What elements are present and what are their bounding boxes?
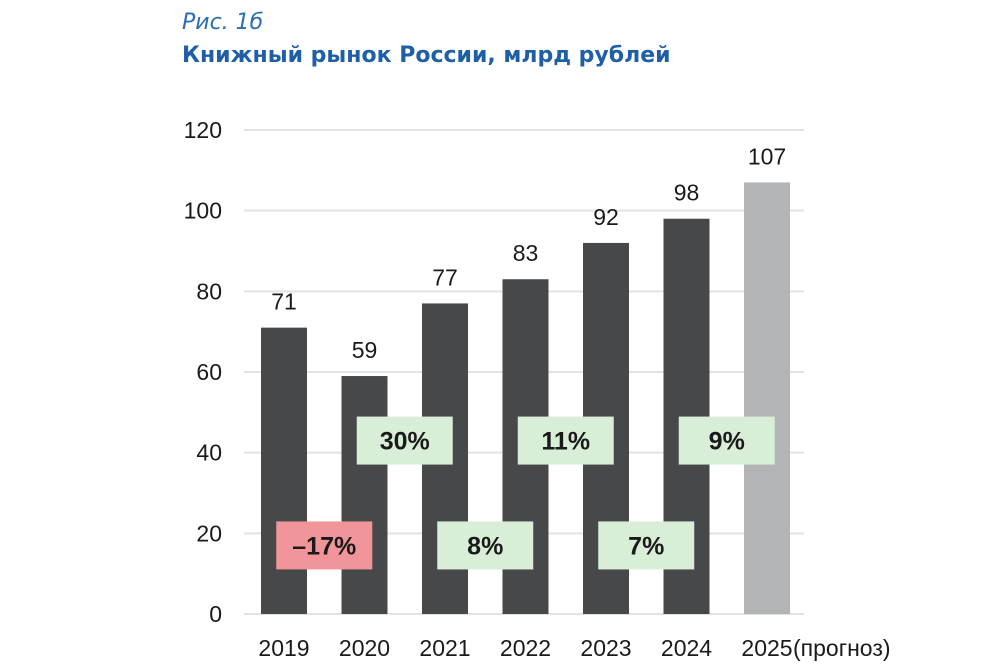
growth-annotation: 7% [598, 521, 695, 570]
growth-box [437, 521, 534, 570]
growth-label: 8% [467, 532, 503, 560]
growth-annotation: 30% [356, 416, 453, 465]
growth-annotation: 11% [517, 416, 614, 465]
growth-label: 30% [380, 428, 430, 456]
y-tick-label: 120 [184, 117, 222, 143]
y-tick-label: 20 [196, 520, 222, 546]
value-label-2025: 107 [748, 143, 786, 169]
x-tick-label-2023: 2023 [580, 635, 631, 661]
x-tick-label-2021: 2021 [419, 635, 470, 661]
y-tick-label: 100 [184, 198, 222, 224]
growth-annotation: 9% [678, 416, 775, 465]
growth-box [517, 416, 614, 465]
growth-label: 9% [709, 428, 745, 456]
growth-box [276, 521, 373, 570]
x-tick-label-2019: 2019 [258, 635, 309, 661]
value-label-2022: 83 [513, 240, 539, 266]
y-tick-label: 0 [209, 601, 222, 627]
x-tick-label-2020: 2020 [339, 635, 390, 661]
value-label-2021: 77 [432, 264, 458, 290]
value-labels: 71 59 77 83 92 98 107 [271, 143, 786, 363]
value-label-2019: 71 [271, 289, 297, 315]
growth-box [678, 416, 775, 465]
x-tick-label-2025: 2025 [741, 635, 792, 661]
value-label-2023: 92 [593, 204, 619, 230]
bar-2020 [341, 376, 388, 614]
growth-label: 11% [541, 428, 590, 456]
x-tick-label-2024: 2024 [661, 635, 712, 661]
bar-2019 [261, 327, 307, 614]
growth-box [598, 521, 695, 570]
x-axis-ticks: 2019 2020 2021 2022 2023 2024 2025 (прогноз) [258, 635, 890, 661]
y-tick-label: 60 [196, 359, 222, 385]
figure-label: Рис. 1б [182, 10, 264, 35]
growth-annotations: –17% 30% 8% 11% 7% 9% [276, 416, 775, 570]
bar-2025 [744, 182, 790, 614]
y-tick-label: 40 [196, 440, 222, 466]
x-tick-suffix: (прогноз) [793, 635, 891, 661]
growth-label: 7% [628, 532, 664, 560]
value-label-2020: 59 [352, 337, 378, 363]
y-tick-label: 80 [196, 278, 222, 304]
growth-label: –17% [292, 532, 356, 560]
chart-title: Книжный рынок России, млрд рублей [182, 43, 671, 68]
y-axis-ticks: 0 20 40 60 80 100 120 [184, 117, 222, 627]
growth-annotation: 8% [437, 521, 534, 570]
growth-box [356, 416, 453, 465]
growth-annotation: –17% [276, 521, 373, 570]
x-tick-label-2022: 2022 [500, 635, 551, 661]
value-label-2024: 98 [674, 180, 700, 206]
